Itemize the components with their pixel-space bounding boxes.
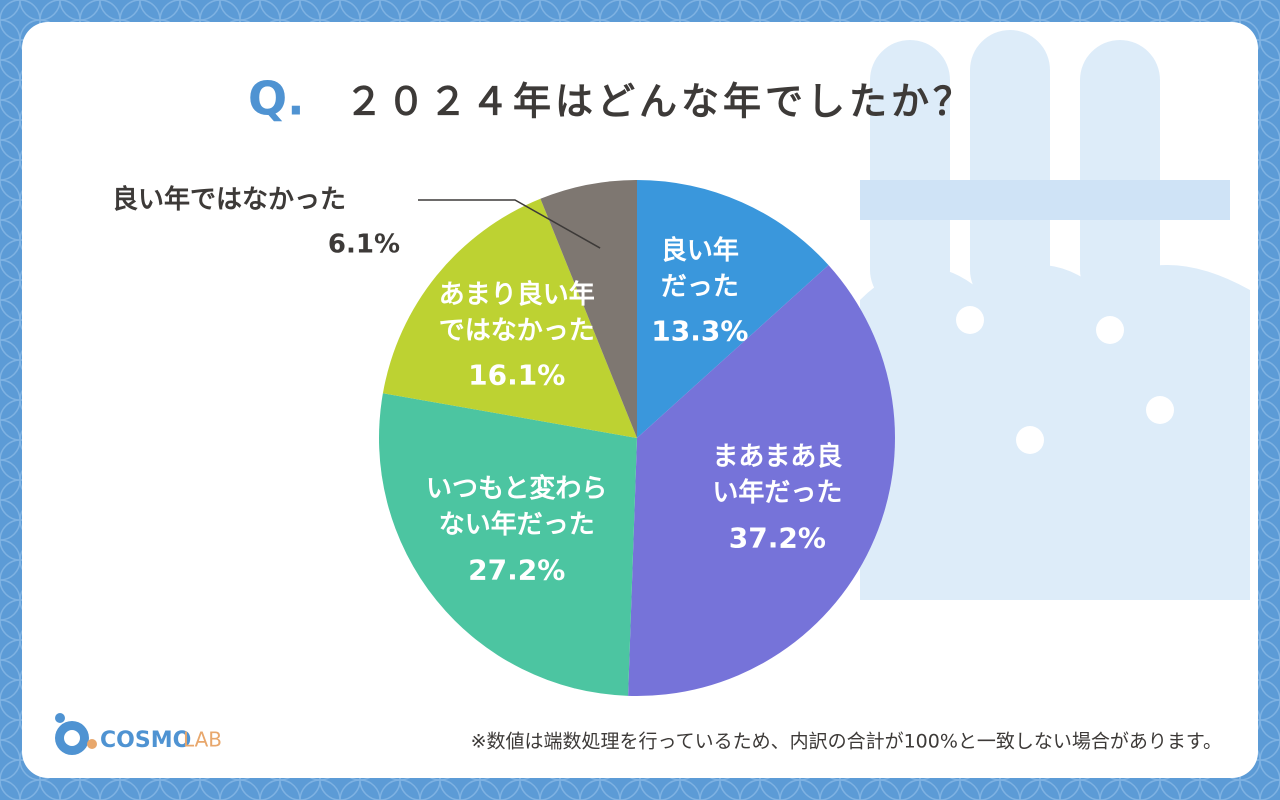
pie-slice xyxy=(637,180,829,438)
slice-label: いつもと変わらない年だった xyxy=(425,474,608,541)
value-label: 37.2% xyxy=(729,521,826,554)
leader-line xyxy=(418,199,601,249)
footnote: ※数値は端数処理を行っているため、内訳の合計が100%と一致しない場合があります… xyxy=(471,731,1222,753)
slice-label: あまり良い年ではなかった xyxy=(438,279,595,346)
decoration xyxy=(860,30,1250,600)
pie-slice xyxy=(628,265,895,696)
logo-icon xyxy=(55,713,97,755)
value-label: 6.1% xyxy=(328,230,400,260)
title-prefix: Q. xyxy=(248,72,305,126)
pie-slice xyxy=(379,393,637,696)
pie-slice xyxy=(540,180,637,438)
chart-title: ２０２４年はどんな年でしたか？ xyxy=(345,80,975,124)
slice-label: 良い年だった xyxy=(660,235,739,302)
slice-label: まあまあ良い年だった xyxy=(712,442,843,509)
value-label: 16.1% xyxy=(468,359,565,392)
pie-slice xyxy=(382,198,637,438)
slice-label: 良い年ではなかった xyxy=(112,185,347,215)
value-label: 13.3% xyxy=(651,315,748,348)
logo-suffix: LAB xyxy=(183,728,222,752)
value-label: 27.2% xyxy=(468,553,565,586)
logo-text: COSMO xyxy=(100,728,191,753)
